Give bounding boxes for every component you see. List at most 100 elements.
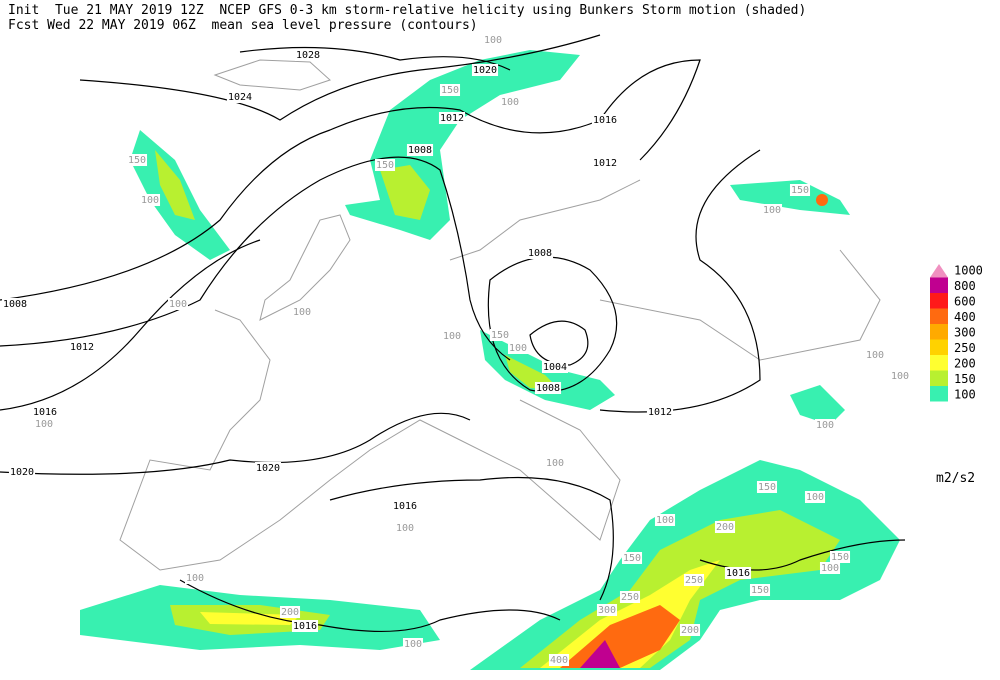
contour-label-bg [8,466,36,478]
shade-label-bg [374,159,396,171]
shade-label-group: 150 [789,184,811,196]
contour-label-bg [534,382,562,394]
shade-label-group: 100 [402,638,424,650]
shade-label-bg [819,562,841,574]
shade-label-group: 100 [291,306,313,318]
shade-label: 100 [866,350,884,361]
shade-label-bg [402,638,424,650]
shade-label-group: 400 [548,654,570,666]
shade-label-bg [441,330,463,342]
contour-label: 1016 [593,115,617,126]
contour-label: 1016 [726,568,750,579]
shade-label-group: 200 [679,624,701,636]
shade-label-group: 150 [439,84,461,96]
shade-label: 250 [685,575,703,586]
shade-label-bg [683,574,705,586]
shade-label-bg [679,624,701,636]
header-line: Fcst Wed 22 MAY 2019 06Z mean sea level … [8,18,478,33]
contour-label: 1012 [648,407,672,418]
contour-label-group: 1012 [646,406,674,418]
shade-label-bg [184,572,206,584]
contour-label-bg [254,462,282,474]
contour-label-bg [471,64,499,76]
shade-label-group: 200 [279,606,301,618]
legend-label: 100 [954,387,976,401]
contour-label: 1008 [528,248,552,259]
shade-label: 100 [396,523,414,534]
shade-label: 100 [186,573,204,584]
contour-label: 1012 [440,113,464,124]
shade-label-group: 100 [654,514,676,526]
contour-label-bg [591,114,619,126]
legend-swatch [930,324,948,340]
contour-label: 1016 [293,621,317,632]
contour-label-group: 1020 [254,462,282,474]
contour-label: 1020 [473,65,497,76]
shade-label-group: 150 [829,551,851,563]
shade-label-group: 300 [596,604,618,616]
shade-label-bg [33,418,55,430]
shade-label: 150 [831,552,849,563]
contour-label-group: 1016 [31,406,59,418]
legend-label: 200 [954,356,976,370]
contour-label-group: 1016 [591,114,619,126]
legend-swatch [930,308,948,324]
shade-label-bg [789,184,811,196]
shade-label: 100 [509,343,527,354]
shade-label: 150 [758,482,776,493]
shade-label: 100 [484,35,502,46]
shade-label-bg [864,349,886,361]
shade-label-group: 100 [184,572,206,584]
shade-label: 100 [141,195,159,206]
contour-label: 1028 [296,50,320,61]
shade-label-group: 100 [864,349,886,361]
contour-label-bg [226,91,254,103]
shade-label: 150 [376,160,394,171]
shade-label: 150 [128,155,146,166]
shade-label: 200 [716,522,734,533]
shade-label-bg [439,84,461,96]
shade-label: 100 [443,331,461,342]
shade-label-group: 100 [33,418,55,430]
contour-label-group: 1012 [68,341,96,353]
shade-label-group: 100 [441,330,463,342]
shade-label-group: 100 [507,342,529,354]
shade-label-group: 150 [749,584,771,596]
contour-label-group: 1008 [526,247,554,259]
shade-label-group: 100 [814,419,836,431]
shade-label-bg [714,521,736,533]
contour-label-bg [541,361,569,373]
contour-label-group: 1016 [724,567,752,579]
shade-label-group: 100 [482,34,504,46]
shade-label-group: 150 [126,154,148,166]
shade-label-bg [139,194,161,206]
contour-label: 1012 [70,342,94,353]
contour-label-bg [406,144,434,156]
contour-label: 1020 [256,463,280,474]
shade-label: 100 [501,97,519,108]
contours [0,34,906,633]
contour-label: 1016 [33,407,57,418]
shade-label: 100 [816,420,834,431]
shade-label: 150 [491,330,509,341]
shade-label-bg [499,96,521,108]
legend-label: 600 [954,294,976,308]
legend-label: 400 [954,310,976,324]
contour-label-group: 1004 [541,361,569,373]
shade-label-group: 150 [489,329,511,341]
shade-label: 150 [751,585,769,596]
shade-label-bg [167,298,189,310]
shade-label-group: 250 [683,574,705,586]
contour-label-bg [1,298,29,310]
contour-label: 1024 [228,92,252,103]
shade-label-group: 100 [889,370,911,382]
contour-label-bg [294,49,322,61]
shade-label: 100 [404,639,422,650]
contour-label-group: 1008 [534,382,562,394]
shade-label-bg [291,306,313,318]
coastlines [119,59,881,571]
shade-label: 100 [821,563,839,574]
shade-label-group: 100 [167,298,189,310]
